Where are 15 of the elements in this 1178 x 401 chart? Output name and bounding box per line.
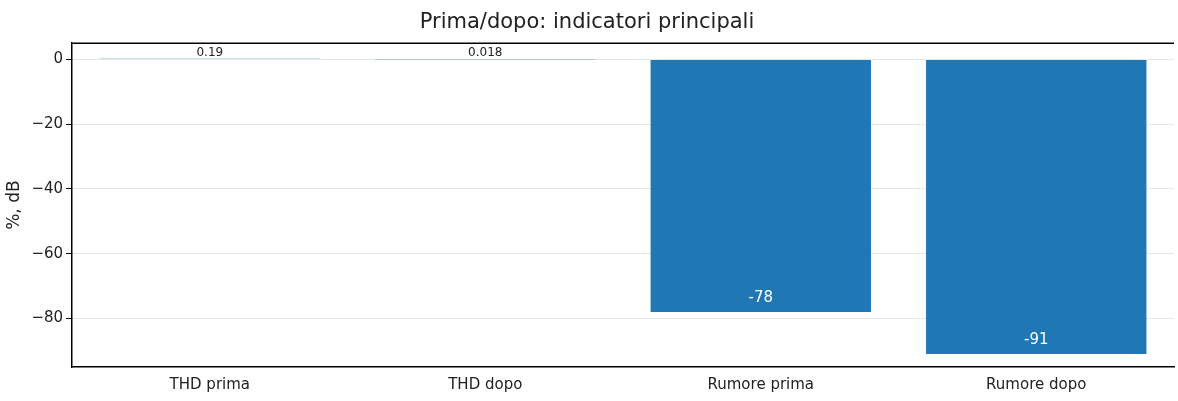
y-tick-label: −60 [31,243,64,262]
data-label: 0.018 [468,45,503,60]
x-tick-label: Rumore dopo [986,374,1087,393]
data-label: 0.19 [196,44,224,59]
y-tick-label: −80 [31,308,64,327]
x-tick-label: Rumore prima [707,374,815,393]
x-tick-label: THD prima [168,374,251,393]
data-label: -78 [748,288,774,307]
x-tick-label: THD dopo [447,374,523,393]
y-tick-label: 0 [53,49,64,68]
data-label: -91 [1024,330,1049,349]
y-axis-title: %, dB [2,180,23,230]
y-tick-label: −20 [31,114,64,133]
y-tick-label: −40 [31,178,64,197]
chart-title: Prima/dopo: indicatori principali [419,9,755,34]
